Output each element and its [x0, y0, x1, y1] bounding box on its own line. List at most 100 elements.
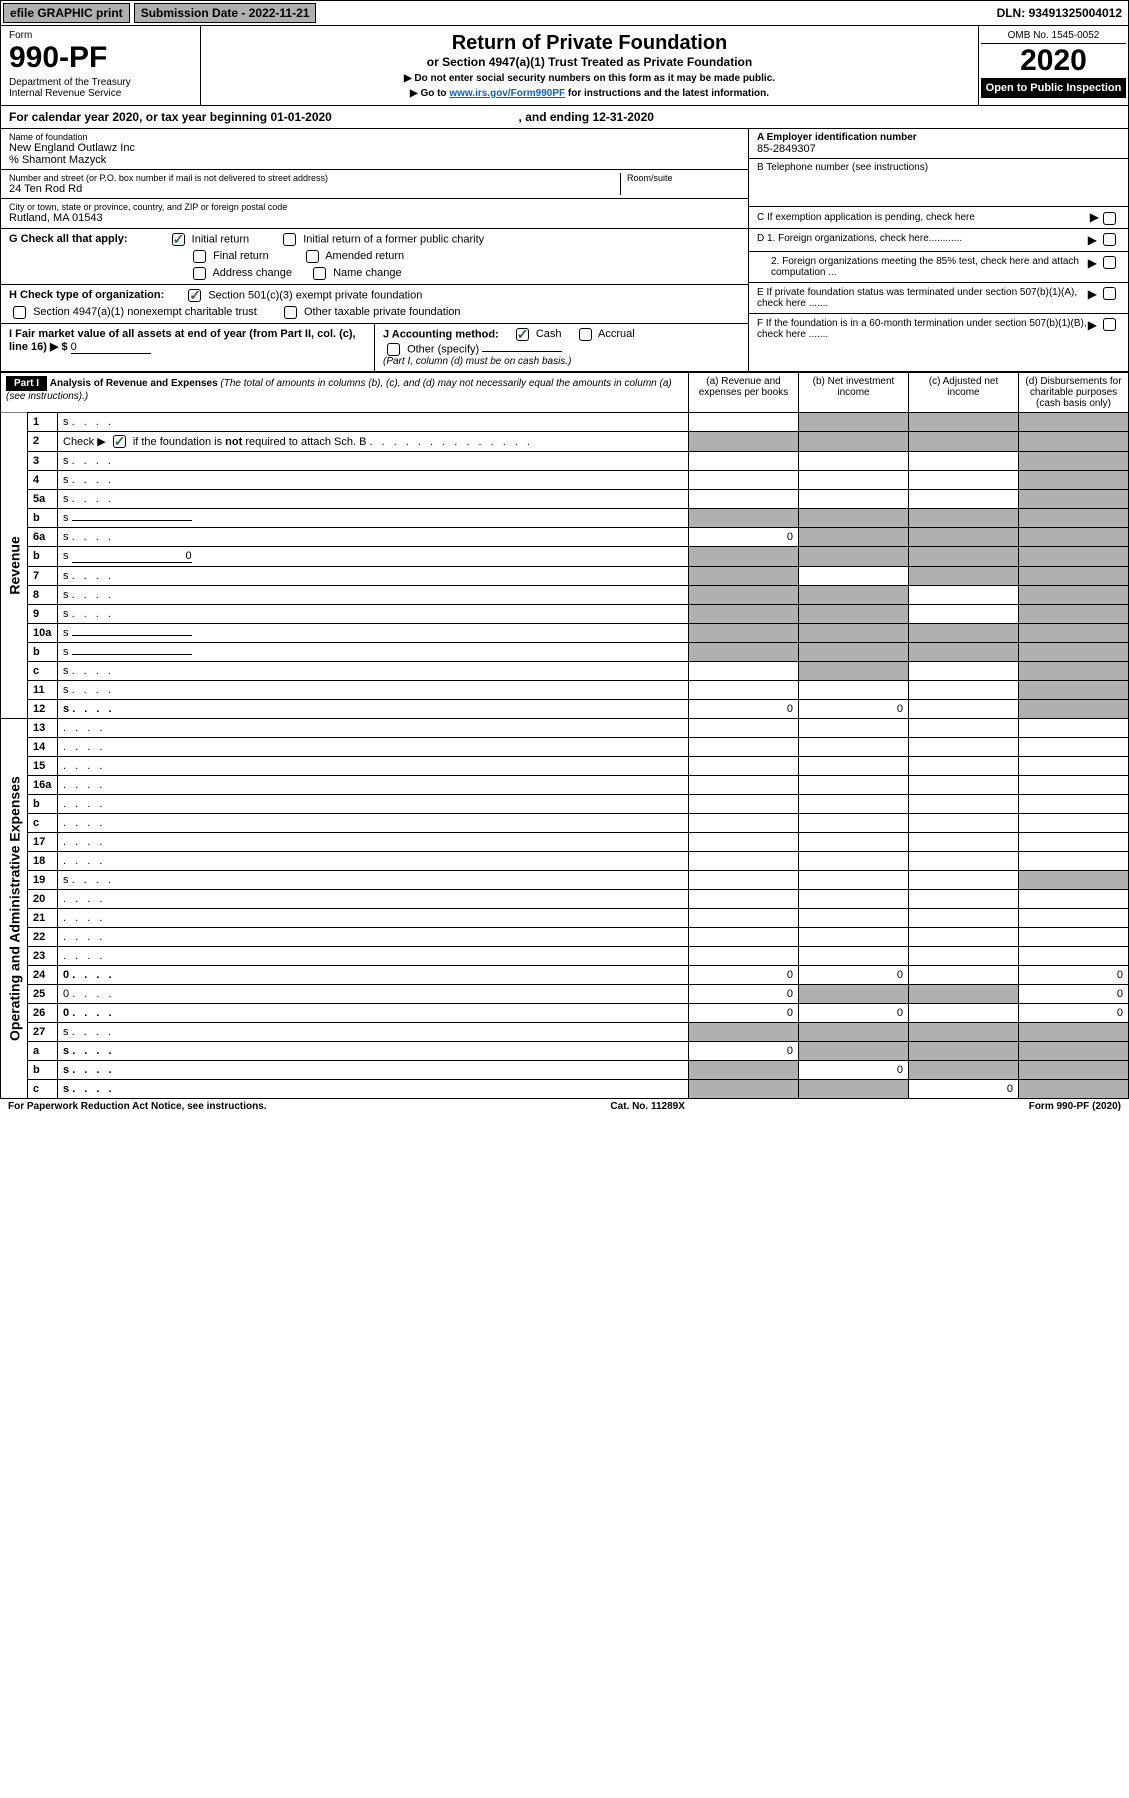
- amt-d: [1019, 738, 1129, 757]
- f-item: F If the foundation is in a 60-month ter…: [749, 314, 1128, 344]
- footer-center: Cat. No. 11289X: [610, 1101, 684, 1112]
- submission-value: 2022-11-21: [249, 6, 310, 20]
- line-desc: . . . .: [58, 833, 689, 852]
- name-label: Name of foundation: [9, 132, 740, 142]
- amt-b: [799, 852, 909, 871]
- line-desc: . . . .: [58, 776, 689, 795]
- amt-c: [909, 985, 1019, 1004]
- line-num: 6a: [28, 528, 58, 547]
- h-other-checkbox[interactable]: [284, 306, 297, 319]
- i-cell: I Fair market value of all assets at end…: [1, 324, 375, 371]
- amt-b: [799, 643, 909, 662]
- table-row: as . . . .0: [1, 1042, 1129, 1061]
- form-year-block: OMB No. 1545-0052 2020 Open to Public In…: [978, 26, 1128, 105]
- table-row: 20 . . . .: [1, 890, 1129, 909]
- line-num: 11: [28, 681, 58, 700]
- g-name-checkbox[interactable]: [313, 267, 326, 280]
- amt-c: [909, 624, 1019, 643]
- amt-d: [1019, 795, 1129, 814]
- amt-d: [1019, 509, 1129, 528]
- amt-c: [909, 412, 1019, 431]
- amt-c: [909, 662, 1019, 681]
- g-initial-checkbox[interactable]: [172, 233, 185, 246]
- amt-b: [799, 662, 909, 681]
- amt-c: [909, 966, 1019, 985]
- e-checkbox[interactable]: [1103, 287, 1116, 300]
- amt-b: [799, 1080, 909, 1099]
- amt-b: [799, 431, 909, 452]
- line-num: 13: [28, 719, 58, 738]
- open-to-public-badge: Open to Public Inspection: [981, 78, 1126, 98]
- line-num: 7: [28, 567, 58, 586]
- h-501c3-checkbox[interactable]: [188, 289, 201, 302]
- line-desc: s . . . .: [58, 1061, 689, 1080]
- amt-a: [689, 567, 799, 586]
- amt-d: [1019, 757, 1129, 776]
- table-row: 8s . . . .: [1, 586, 1129, 605]
- c-checkbox[interactable]: [1103, 212, 1116, 225]
- j-cash-checkbox[interactable]: [516, 328, 529, 341]
- amt-d: [1019, 586, 1129, 605]
- check-section: G Check all that apply: Initial return I…: [0, 229, 1129, 372]
- amt-b: [799, 528, 909, 547]
- amt-d: [1019, 928, 1129, 947]
- amt-d: 0: [1019, 985, 1129, 1004]
- g-final: Final return: [213, 250, 269, 262]
- efile-print-button[interactable]: efile GRAPHIC print: [3, 3, 130, 23]
- g-amended-checkbox[interactable]: [306, 250, 319, 263]
- table-row: b . . . .: [1, 795, 1129, 814]
- line-num: 19: [28, 871, 58, 890]
- g-amended: Amended return: [325, 250, 404, 262]
- amt-a: [689, 431, 799, 452]
- f-checkbox[interactable]: [1103, 318, 1116, 331]
- amt-d: [1019, 814, 1129, 833]
- side-label-expenses: Operating and Administrative Expenses: [1, 719, 28, 1099]
- amt-b: [799, 909, 909, 928]
- table-row: 27s . . . .: [1, 1023, 1129, 1042]
- amt-c: [909, 719, 1019, 738]
- care-of: % Shamont Mazyck: [9, 154, 740, 166]
- amt-a: 0: [689, 528, 799, 547]
- h-4947-checkbox[interactable]: [13, 306, 26, 319]
- address-cell: Number and street (or P.O. box number if…: [1, 170, 748, 199]
- line-desc: . . . .: [58, 909, 689, 928]
- amt-b: 0: [799, 1004, 909, 1023]
- line-desc: s . . . .: [58, 700, 689, 719]
- table-row: 23 . . . .: [1, 947, 1129, 966]
- arrow-icon: ▶: [1088, 318, 1097, 332]
- footer-right: Form 990-PF (2020): [1029, 1101, 1121, 1112]
- amt-c: [909, 643, 1019, 662]
- line-num: 25: [28, 985, 58, 1004]
- form-subtitle: or Section 4947(a)(1) Trust Treated as P…: [211, 55, 968, 69]
- form-instructions-link[interactable]: www.irs.gov/Form990PF: [449, 88, 565, 99]
- line-num: b: [28, 643, 58, 662]
- g-address-checkbox[interactable]: [193, 267, 206, 280]
- table-row: cs . . . .: [1, 662, 1129, 681]
- amt-b: [799, 1042, 909, 1061]
- i-label: I Fair market value of all assets at end…: [9, 328, 356, 353]
- line-desc: s . . . .: [58, 662, 689, 681]
- ein-cell: A Employer identification number 85-2849…: [749, 129, 1128, 159]
- d1-checkbox[interactable]: [1103, 233, 1116, 246]
- amt-d: [1019, 890, 1129, 909]
- amt-c: [909, 528, 1019, 547]
- g-name: Name change: [333, 267, 402, 279]
- h-row: H Check type of organization: Section 50…: [1, 285, 748, 324]
- amt-d: 0: [1019, 1004, 1129, 1023]
- j-other-checkbox[interactable]: [387, 343, 400, 356]
- amt-c: [909, 890, 1019, 909]
- form-title-block: Return of Private Foundation or Section …: [201, 26, 978, 105]
- schb-checkbox[interactable]: [113, 435, 126, 448]
- g-initial-former-checkbox[interactable]: [283, 233, 296, 246]
- j-cash: Cash: [536, 328, 562, 340]
- phone-label: B Telephone number (see instructions): [757, 162, 1120, 173]
- j-accrual-checkbox[interactable]: [579, 328, 592, 341]
- line-num: 14: [28, 738, 58, 757]
- g-final-checkbox[interactable]: [193, 250, 206, 263]
- d2-checkbox[interactable]: [1103, 256, 1116, 269]
- cal-mid: , and ending: [519, 110, 593, 124]
- amt-c: [909, 738, 1019, 757]
- form-note-1: ▶ Do not enter social security numbers o…: [211, 73, 968, 84]
- exemption-pending-cell: C If exemption application is pending, c…: [749, 207, 1128, 228]
- amt-a: [689, 586, 799, 605]
